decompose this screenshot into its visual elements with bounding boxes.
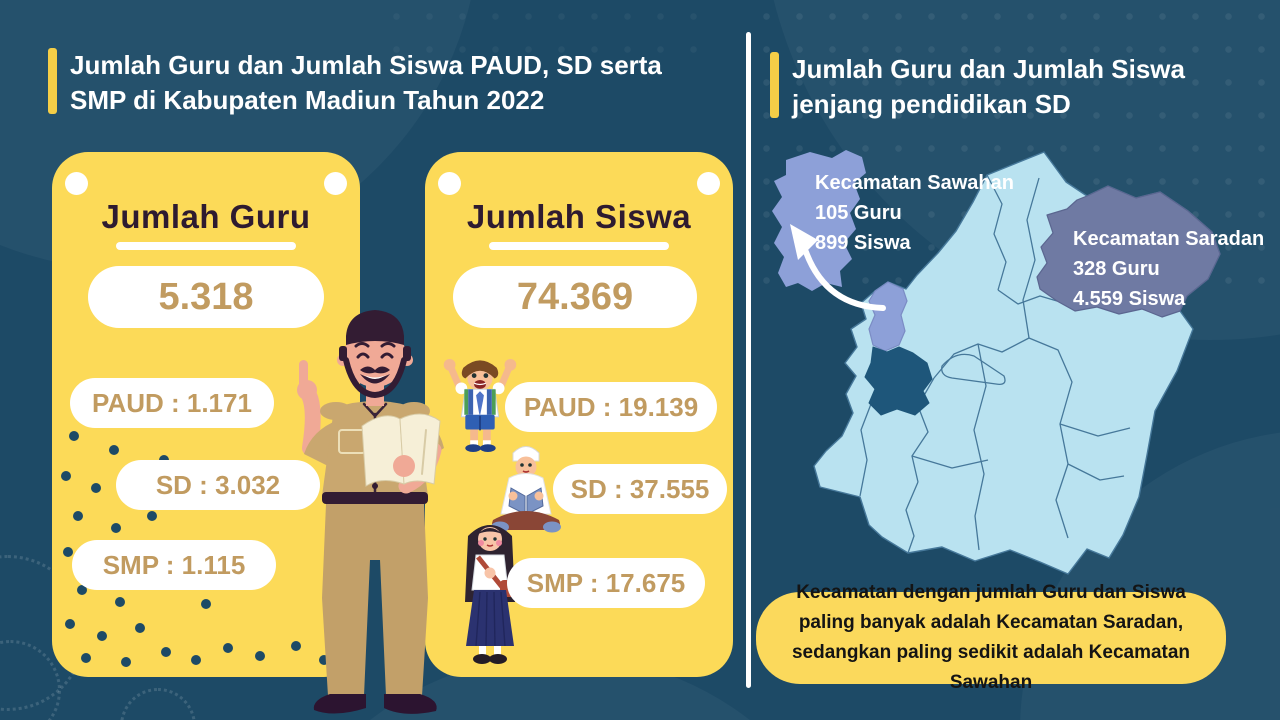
right-title-line1: Jumlah Guru dan Jumlah Siswa xyxy=(792,54,1185,84)
siswa-paud-pill: PAUD : 19.139 xyxy=(505,382,717,432)
guru-card: Jumlah Guru 5.318 PAUD : 1.171 SD : 3.03… xyxy=(52,152,360,677)
guru-paud-pill: PAUD : 1.171 xyxy=(70,378,274,428)
footnote-text: Kecamatan dengan jumlah Guru dan Siswa p… xyxy=(791,582,1191,693)
right-title-text: Jumlah Guru dan Jumlah Siswa jenjang pen… xyxy=(792,52,1185,119)
footnote-box: Kecamatan dengan jumlah Guru dan Siswa p… xyxy=(756,582,1226,693)
siswa-smp-pill: SMP : 17.675 xyxy=(507,558,705,608)
guru-card-title: Jumlah Guru xyxy=(101,198,311,235)
right-title-line2: jenjang pendidikan SD xyxy=(792,89,1071,119)
background-dot-pattern xyxy=(380,0,720,70)
arrow-head xyxy=(790,224,818,260)
saradan-name: Kecamatan Saradan xyxy=(1073,228,1265,250)
left-title: Jumlah Guru dan Jumlah Siswa PAUD, SD se… xyxy=(48,48,662,115)
map-callout-sawahan-shape xyxy=(772,150,866,291)
card-hole xyxy=(65,172,88,195)
panel-divider xyxy=(746,32,751,688)
sawahan-guru: 105 Guru xyxy=(815,202,902,224)
map-region-saradan xyxy=(1036,185,1221,318)
student-girl-icon xyxy=(465,525,515,664)
arrow-icon xyxy=(803,249,886,311)
left-title-text: Jumlah Guru dan Jumlah Siswa PAUD, SD se… xyxy=(70,48,662,115)
card-hole xyxy=(324,172,347,195)
saradan-guru: 328 Guru xyxy=(1073,258,1160,280)
saradan-siswa: 4.559 Siswa xyxy=(1073,288,1186,310)
student-reading-icon xyxy=(491,446,561,533)
student-cheering-icon xyxy=(443,358,517,453)
siswa-card-title: Jumlah Siswa xyxy=(466,198,692,235)
map-region-dark xyxy=(864,346,933,416)
title-underline xyxy=(489,242,669,250)
card-hole xyxy=(697,172,720,195)
sawahan-siswa: 899 Siswa xyxy=(815,232,911,254)
card-hole xyxy=(438,172,461,195)
teacher-illustration xyxy=(297,310,444,714)
saradan-callout-label: Kecamatan Saradan 328 Guru 4.559 Siswa xyxy=(1073,224,1264,314)
sawahan-name: Kecamatan Sawahan xyxy=(815,172,1014,194)
siswa-card: Jumlah Siswa 74.369 PAUD : 19.139 SD : 3… xyxy=(425,152,733,677)
left-title-line2: SMP di Kabupaten Madiun Tahun 2022 xyxy=(70,85,545,115)
map-region-sawahan xyxy=(868,281,908,352)
siswa-sd-pill: SD : 37.555 xyxy=(553,464,727,514)
sawahan-callout-label: Kecamatan Sawahan 105 Guru 899 Siswa xyxy=(815,168,1014,258)
title-underline xyxy=(116,242,296,250)
guru-smp-pill: SMP : 1.115 xyxy=(72,540,276,590)
title-accent-bar xyxy=(770,52,779,118)
background-ring xyxy=(120,688,196,720)
guru-total-pill: 5.318 xyxy=(88,266,324,328)
kabupaten-madiun-map xyxy=(772,150,1221,575)
right-title: Jumlah Guru dan Jumlah Siswa jenjang pen… xyxy=(770,52,1185,119)
siswa-total-pill: 74.369 xyxy=(453,266,697,328)
guru-sd-pill: SD : 3.032 xyxy=(116,460,320,510)
title-accent-bar xyxy=(48,48,57,114)
left-title-line1: Jumlah Guru dan Jumlah Siswa PAUD, SD se… xyxy=(70,50,662,80)
